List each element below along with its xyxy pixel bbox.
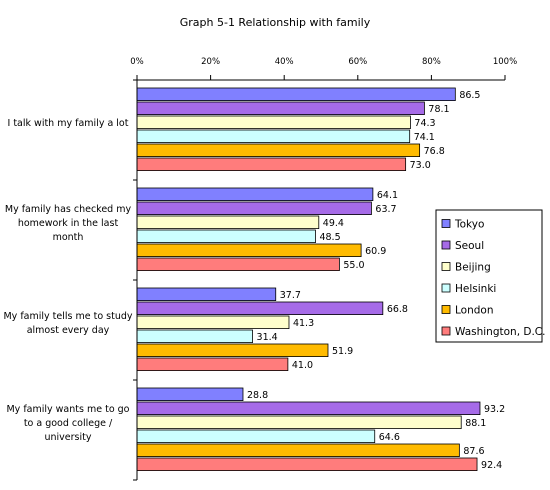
bar	[136, 157, 407, 172]
legend-swatch	[441, 240, 451, 250]
bar-value-label: 87.6	[463, 446, 484, 457]
x-tick-label: 80%	[422, 57, 441, 67]
bar	[136, 101, 425, 116]
bar	[136, 415, 462, 430]
legend-box	[435, 209, 543, 343]
legend-swatch	[441, 305, 451, 314]
bar-value-label: 74.3	[414, 118, 435, 129]
legend-swatch	[441, 219, 451, 228]
chart-title: Graph 5-1 Relationship with family	[180, 16, 371, 29]
bar-value-label: 86.5	[459, 90, 480, 101]
legend-label: Helsinki	[455, 283, 496, 295]
bar	[136, 87, 456, 102]
bar	[136, 357, 289, 372]
bar-value-label: 92.4	[481, 460, 502, 471]
legend-label: London	[455, 305, 494, 317]
bar	[136, 429, 376, 444]
legend-swatch	[441, 326, 451, 336]
bar	[136, 387, 244, 402]
legend-label: Tokyo	[454, 219, 484, 231]
bar-value-label: 41.3	[293, 318, 314, 329]
legend-label: Washington, D.C.	[455, 326, 545, 338]
bar	[136, 243, 362, 258]
bar-value-label: 48.5	[319, 232, 340, 243]
bar	[136, 215, 320, 230]
bar-value-label: 88.1	[465, 418, 486, 429]
bar	[136, 401, 481, 416]
bar-value-label: 63.7	[375, 204, 396, 215]
bar	[136, 315, 290, 330]
bar	[136, 143, 421, 158]
bar-value-label: 76.8	[424, 146, 445, 157]
legend-swatch	[441, 262, 451, 271]
bar-value-label: 60.9	[365, 246, 386, 257]
x-tick-label: 100%	[493, 57, 517, 67]
category-label: My family tells me to study almost every …	[3, 311, 132, 336]
bar-value-label: 66.8	[387, 304, 408, 315]
bar	[136, 301, 384, 316]
x-tick-label: 60%	[348, 57, 367, 67]
x-tick-label: 20%	[201, 57, 220, 67]
legend-label: Seoul	[455, 240, 484, 252]
bar-value-label: 64.6	[379, 432, 400, 443]
x-tick-label: 40%	[275, 57, 294, 67]
bar	[136, 201, 372, 216]
legend-swatch	[441, 283, 451, 293]
bar-value-label: 73.0	[410, 160, 431, 171]
bar-value-label: 74.1	[414, 132, 435, 143]
bar-value-label: 37.7	[280, 290, 301, 301]
bar	[136, 457, 478, 472]
bar	[136, 115, 411, 130]
bar-value-label: 51.9	[332, 346, 353, 357]
bar	[136, 229, 316, 244]
legend-label: Beijing	[455, 262, 491, 274]
bar-value-label: 31.4	[257, 332, 278, 343]
bar-value-label: 41.0	[292, 360, 313, 371]
bar-value-label: 64.1	[377, 190, 398, 201]
bar	[136, 257, 340, 272]
bar	[136, 187, 374, 202]
bar-value-label: 28.8	[247, 390, 268, 401]
bar-value-label: 55.0	[343, 260, 364, 271]
bar	[136, 287, 277, 302]
category-label: My family wants me to go to a good colleg…	[6, 404, 129, 443]
bar	[136, 129, 411, 144]
bar-value-label: 49.4	[323, 218, 344, 229]
bar	[136, 443, 460, 458]
category-label: My family has checked my homework in the …	[5, 204, 132, 243]
bar-value-label: 93.2	[484, 404, 505, 415]
bar	[136, 329, 253, 344]
bar	[136, 343, 329, 358]
bar-value-label: 78.1	[428, 104, 449, 115]
category-label: I talk with my family a lot	[8, 118, 129, 129]
x-tick-label: 0%	[130, 57, 144, 67]
